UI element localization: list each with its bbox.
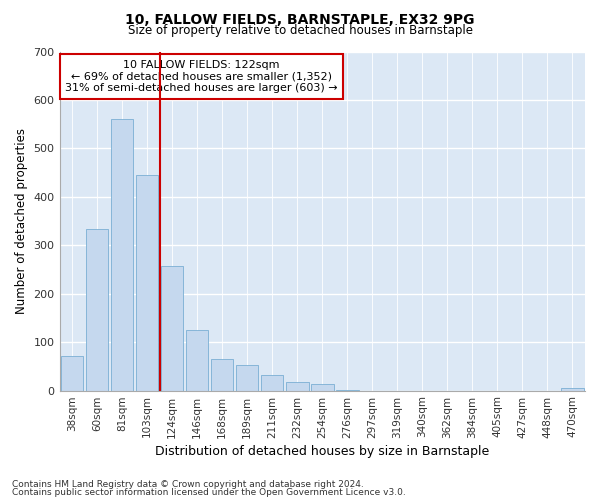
Text: Contains HM Land Registry data © Crown copyright and database right 2024.: Contains HM Land Registry data © Crown c… — [12, 480, 364, 489]
Bar — [86, 230, 109, 390]
Text: Size of property relative to detached houses in Barnstaple: Size of property relative to detached ho… — [128, 24, 473, 37]
X-axis label: Distribution of detached houses by size in Barnstaple: Distribution of detached houses by size … — [155, 444, 490, 458]
Text: Contains public sector information licensed under the Open Government Licence v3: Contains public sector information licen… — [12, 488, 406, 497]
Bar — [186, 330, 208, 390]
Bar — [136, 175, 158, 390]
Bar — [111, 120, 133, 390]
Bar — [236, 366, 259, 390]
Text: 10 FALLOW FIELDS: 122sqm
← 69% of detached houses are smaller (1,352)
31% of sem: 10 FALLOW FIELDS: 122sqm ← 69% of detach… — [65, 60, 338, 93]
Bar — [61, 356, 83, 390]
Bar — [211, 359, 233, 390]
Bar — [286, 382, 308, 390]
Text: 10, FALLOW FIELDS, BARNSTAPLE, EX32 9PG: 10, FALLOW FIELDS, BARNSTAPLE, EX32 9PG — [125, 12, 475, 26]
Bar — [261, 375, 283, 390]
Bar — [161, 266, 184, 390]
Bar — [561, 388, 584, 390]
Y-axis label: Number of detached properties: Number of detached properties — [15, 128, 28, 314]
Bar — [311, 384, 334, 390]
